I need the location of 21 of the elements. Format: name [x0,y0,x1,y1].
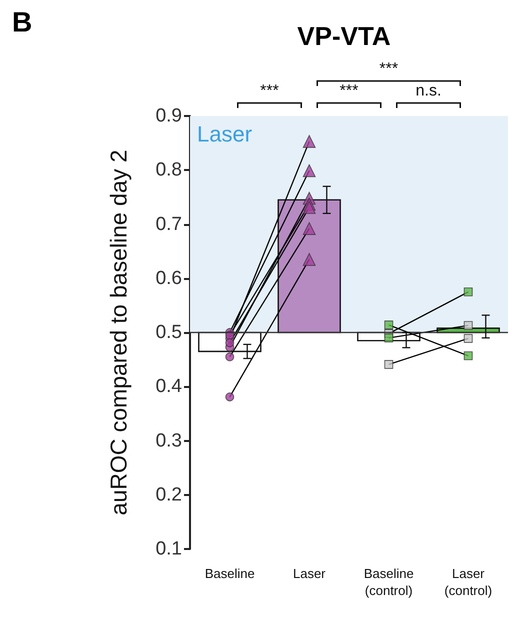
y-tick-label: 0.9 [156,106,182,126]
y-tick-label: 0.5 [156,322,182,343]
band-label: Laser [197,122,252,146]
text: *** [340,82,358,100]
y-tick-label: 0.2 [156,484,182,506]
y-tick-label: 0.4 [156,376,182,398]
x-tick-label: Baseline (control) [364,566,414,598]
x-tick-label: Laser [292,566,326,581]
text: *** [260,82,279,100]
x-tick-label: Baseline [204,566,255,581]
y-tick-label: 0.3 [156,430,182,452]
text: *** [379,60,398,78]
chart-title: VP-VTA [297,21,391,51]
y-tick-label: 0.6 [156,268,182,289]
y-tick-label: 0.8 [156,160,182,181]
y-tick-label: 0.1 [156,538,182,560]
y-tick-label: 0.7 [156,214,182,235]
y-axis-title: auROC compared to baseline day 2 [106,150,132,516]
text: B [12,6,32,38]
text: n.s. [416,82,442,100]
x-tick-label: Laser (control) [444,566,492,598]
